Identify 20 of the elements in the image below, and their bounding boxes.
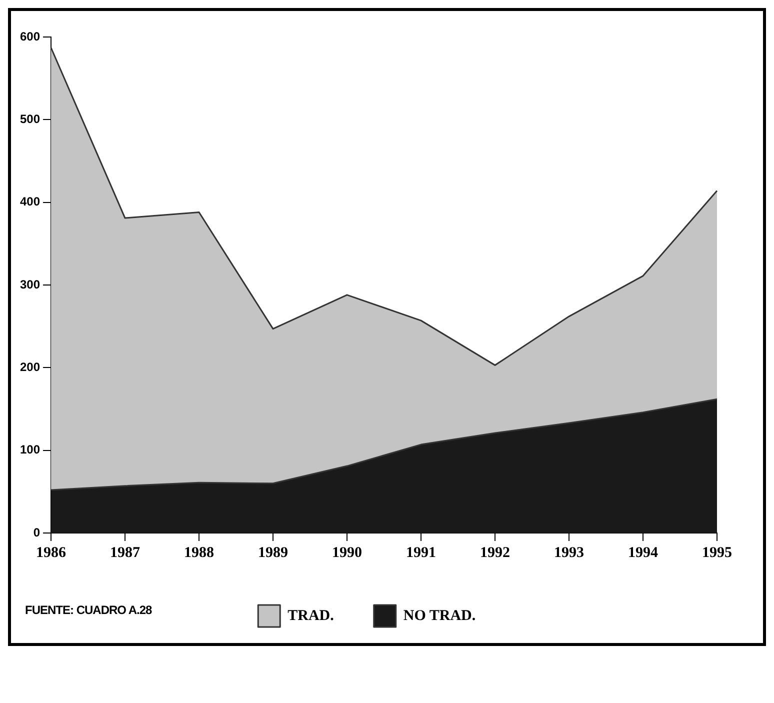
legend-label: NO TRAD. <box>403 608 476 624</box>
x-tick-label: 1995 <box>702 544 732 561</box>
x-tick-label: 1990 <box>332 544 362 561</box>
y-tick-label: 500 <box>20 112 40 126</box>
y-tick-label: 0 <box>33 525 40 540</box>
y-tick-label: 400 <box>20 194 40 209</box>
x-tick-label: 1992 <box>480 544 510 561</box>
x-tick-label: 1987 <box>110 544 141 561</box>
x-tick-label: 1986 <box>36 544 67 561</box>
y-tick-label: 100 <box>20 442 40 457</box>
legend-label: TRAD. <box>288 608 334 624</box>
y-tick-label: 600 <box>20 29 40 44</box>
y-tick-label: 300 <box>20 277 40 292</box>
x-tick-label: 1991 <box>406 544 436 561</box>
x-tick-label: 1988 <box>184 544 214 561</box>
y-tick-label: 200 <box>20 360 40 374</box>
x-tick-label: 1994 <box>628 544 658 561</box>
x-tick-label: 1993 <box>554 544 584 561</box>
x-tick-label: 1989 <box>258 544 288 561</box>
source-note: FUENTE: CUADRO A.28 <box>25 603 152 617</box>
